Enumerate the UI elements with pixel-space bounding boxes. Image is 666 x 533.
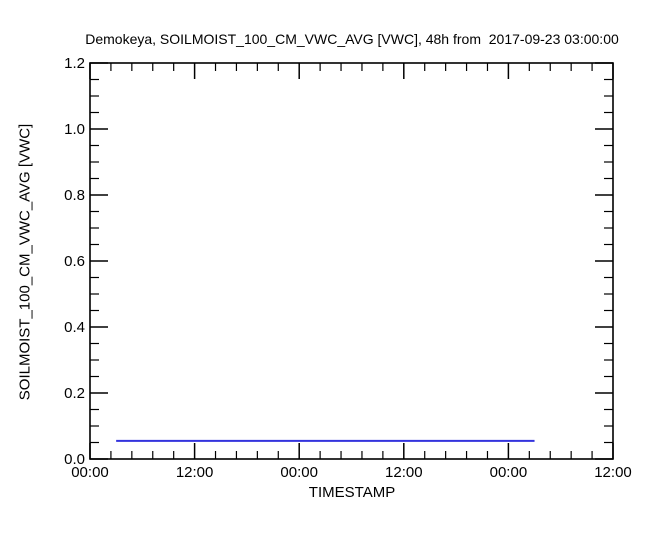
x-tick-label: 12:00 [385, 464, 423, 481]
x-tick-label: 00:00 [280, 464, 318, 481]
y-tick-label: 1.0 [64, 121, 85, 138]
x-tick-label: 00:00 [490, 464, 528, 481]
y-tick-label: 0.4 [64, 319, 85, 336]
x-tick-label: 12:00 [176, 464, 214, 481]
y-tick-label: 0.6 [64, 253, 85, 270]
x-tick-label: 12:00 [594, 464, 632, 481]
y-tick-label: 1.2 [64, 55, 85, 72]
x-tick-label: 00:00 [71, 464, 109, 481]
y-tick-label: 0.8 [64, 187, 85, 204]
plot-frame [89, 62, 614, 460]
y-tick-label: 0.0 [64, 451, 85, 468]
y-tick-label: 0.2 [64, 385, 85, 402]
chart-title: Demokeya, SOILMOIST_100_CM_VWC_AVG [VWC]… [85, 31, 619, 47]
x-axis-title: TIMESTAMP [308, 484, 396, 501]
